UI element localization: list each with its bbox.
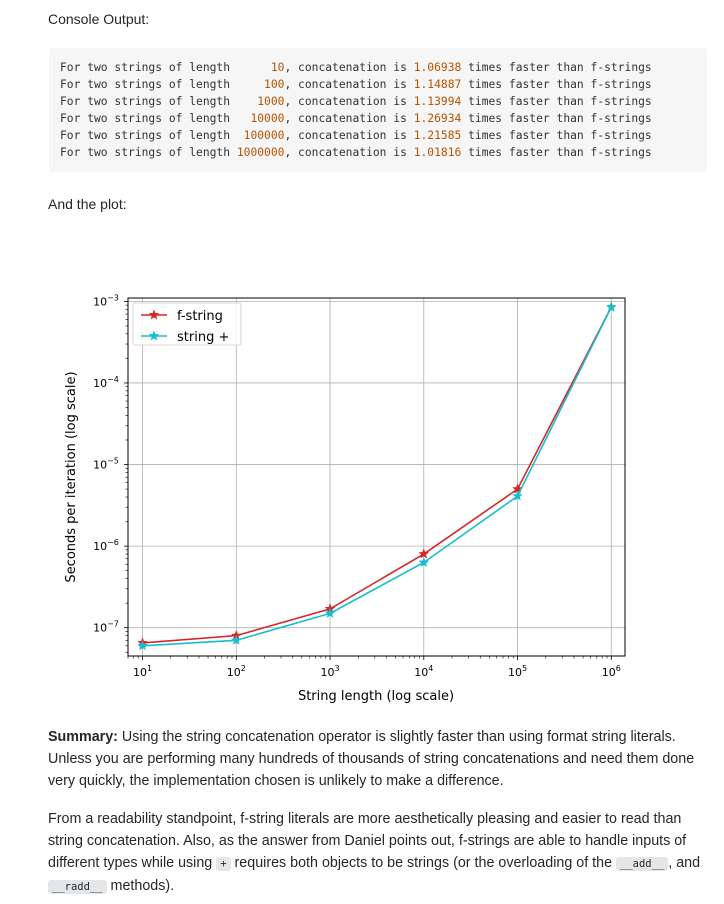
console-ratio: 1.21585 [413,129,462,142]
console-line: For two strings of length 100000, concat… [60,129,652,142]
plot-frame [127,297,626,657]
y-tick-label: 10−6 [93,538,119,553]
console-line: For two strings of length 10000, concate… [60,112,652,125]
console-prefix: For two strings of length [60,95,237,108]
legend-label: string + [177,330,229,345]
y-tick-exponent: −7 [107,620,119,629]
console-suffix: times faster than f-strings [461,146,652,159]
x-tick-exponent: 4 [428,664,433,673]
x-axis-label: String length (log scale) [298,689,454,704]
x-tick-exponent: 6 [616,664,621,673]
x-tick-exponent: 2 [241,664,246,673]
console-prefix: For two strings of length [60,129,237,142]
series-point [512,490,523,501]
series-point [230,634,242,645]
summary-lead: Summary: [48,729,118,745]
x-tick-exponent: 5 [522,664,527,673]
console-suffix: times faster than f-strings [461,95,652,108]
chart-series [137,301,617,651]
console-mid: , concatenation is [284,61,414,74]
console-suffix: times faster than f-strings [461,129,652,142]
readability-text-1: From a readability standpoint, f-string … [48,811,687,871]
console-ratio: 1.14887 [413,78,462,91]
console-length: 100 [236,78,285,91]
console-prefix: For two strings of length [60,146,237,159]
console-line: For two strings of length 10, concatenat… [60,61,652,74]
readability-text-3: , and [668,855,701,871]
series-line-string [142,306,613,647]
console-ratio: 1.01816 [413,146,462,159]
chart-tick-labels: 101 102 103 104 105 106 10−7 10−6 10−5 10−4 10−3 [93,293,621,679]
readability-text-2: requires both objects to be strings (or … [230,855,617,871]
series-point [324,607,336,618]
x-tick-label: 104 [414,664,433,679]
timing-chart: 101 102 103 104 105 106 10−7 10−6 10−5 10−4 10−3 f… [64,293,626,704]
y-tick-label: 10−7 [93,620,119,635]
console-line: For two strings of length 1000000, conca… [60,146,652,159]
x-tick-label: 103 [320,664,339,679]
code-add: __add__ [616,857,669,871]
y-axis-label: Seconds per iteration (log scale) [64,371,79,582]
plot-intro: And the plot: [48,196,127,212]
console-length: 100000 [236,129,285,142]
console-ratio: 1.13994 [413,95,462,108]
x-tick-label: 106 [602,664,621,679]
summary-text: Using the string concatenation operator … [48,729,695,789]
chart-minor-ticks [125,304,608,659]
series-point [137,640,148,651]
y-tick-exponent: −4 [107,375,119,384]
console-length: 10000 [236,112,285,125]
console-line: For two strings of length 1000, concaten… [60,95,652,108]
code-radd: __radd__ [48,880,107,894]
chart-grid [128,298,625,656]
chart-legend: f-string string + [132,302,242,346]
console-mid: , concatenation is [284,78,414,91]
console-mid: , concatenation is [284,146,414,159]
console-ratio: 1.26934 [413,112,462,125]
readability-paragraph: From a readability standpoint, f-string … [48,808,714,898]
x-tick-label: 105 [508,664,527,679]
y-tick-exponent: −6 [107,538,119,547]
x-tick-label: 101 [133,664,152,679]
x-tick-exponent: 3 [334,664,339,673]
console-mid: , concatenation is [284,129,414,142]
x-tick-exponent: 1 [147,664,152,673]
series-point [418,548,430,559]
console-mid: , concatenation is [284,95,414,108]
y-tick-exponent: −3 [107,293,119,302]
legend-box [132,302,242,346]
series-point [605,301,617,312]
console-suffix: times faster than f-strings [461,78,652,91]
legend-marker [148,309,160,320]
series-line-fstring [142,306,613,644]
console-mid: , concatenation is [284,112,414,125]
legend-label: f-string [177,309,223,324]
console-output-block: For two strings of length 10, concatenat… [49,48,707,172]
code-plus: + [216,857,231,871]
console-suffix: times faster than f-strings [461,112,652,125]
console-ratio: 1.06938 [413,61,462,74]
x-tick-label: 102 [227,664,246,679]
console-prefix: For two strings of length [60,78,237,91]
console-lines: For two strings of length 10, concatenat… [49,48,707,161]
legend-marker [148,330,160,341]
console-prefix: For two strings of length [60,61,237,74]
y-tick-label: 10−5 [93,457,119,472]
summary-paragraph: Summary: Using the string concatenation … [48,726,714,792]
console-suffix: times faster than f-strings [461,61,652,74]
console-length: 1000000 [236,146,285,159]
series-point [418,556,430,568]
console-prefix: For two strings of length [60,112,237,125]
readability-text-4: methods). [106,878,175,894]
y-tick-exponent: −5 [107,457,119,466]
console-length: 1000 [236,95,285,108]
console-line: For two strings of length 100, concatena… [60,78,652,91]
console-output-title: Console Output: [48,11,150,27]
y-tick-label: 10−3 [93,293,119,308]
console-length: 10 [236,61,285,74]
y-tick-label: 10−4 [93,375,119,390]
